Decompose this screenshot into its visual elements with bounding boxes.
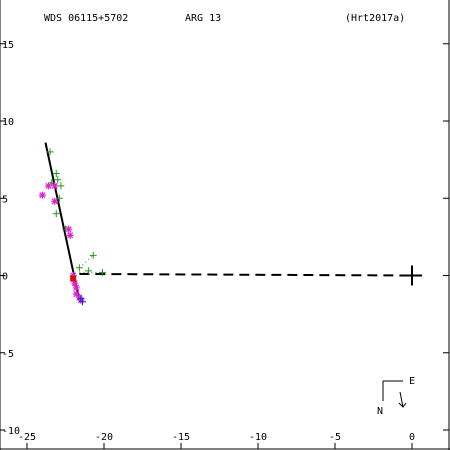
magenta-asterisk-marker-d2 [39,192,46,199]
x-tick-label: -5 [329,432,341,443]
magenta-asterisk-marker-d2 [45,182,52,189]
magenta-asterisk-marker [65,225,73,233]
magenta-asterisk-marker [45,182,53,190]
y-tick-label: 10 [2,117,14,128]
compass: E N [377,376,415,417]
reference-code: (Hrt2017a) [345,13,405,24]
magenta-asterisk-marker-d2 [51,182,58,189]
green-plus-marker [52,210,60,218]
discoverer-designation: ARG 13 [185,13,221,24]
compass-north-label: N [377,406,383,417]
wds-identifier: WDS 06115+5702 [44,13,128,24]
observation-markers [38,148,106,306]
magenta-asterisk-marker-d2 [51,198,58,205]
green-plus-marker [85,267,93,275]
green-plus-marker [46,148,54,156]
axis-ticks: -25 -20 -15 -10 -5 0 15 10 5 0 -5 -10 [0,40,449,449]
magenta-asterisk-marker-d2 [71,280,78,287]
x-tick-label: -10 [249,432,267,443]
y-tick-label: -10 [2,426,20,437]
motion-arrow-icon [398,391,407,408]
red-square-marker [70,275,77,282]
y-tick-label: 0 [2,272,8,283]
green-plus-marker [54,176,62,184]
magenta-asterisk-marker [66,231,74,239]
y-tick-label: 15 [2,40,14,51]
magenta-asterisk-marker-d2 [67,232,74,239]
x-tick-label: -20 [95,432,113,443]
green-plus-marker [55,194,63,202]
green-plus-marker [89,251,97,259]
residual-line [79,255,94,269]
compass-east-label: E [409,376,415,387]
y-tick-label: -5 [2,349,14,360]
blue-plus-marker [77,295,85,303]
line-of-nodes [79,272,413,277]
x-tick-label: 0 [409,432,415,443]
magenta-asterisk-marker-d2 [65,226,72,233]
magenta-asterisk-marker-d2 [73,284,80,291]
green-plus-marker [57,182,65,190]
green-plus-marker [48,179,56,187]
magenta-asterisk-marker [72,284,80,292]
x-tick-label: -15 [172,432,190,443]
green-plus-marker [52,170,60,178]
orbit-lines [44,142,422,301]
green-plus-marker [98,268,106,276]
x-tick-label: -25 [18,432,36,443]
green-plus-marker [75,264,83,272]
magenta-asterisk-marker [51,197,59,205]
y-tick-label: 5 [2,194,8,205]
blue-plus-marker [78,298,86,306]
magenta-asterisk-marker [38,191,46,199]
magenta-asterisk-marker [51,182,59,190]
magenta-asterisk-marker-d2 [73,290,80,298]
